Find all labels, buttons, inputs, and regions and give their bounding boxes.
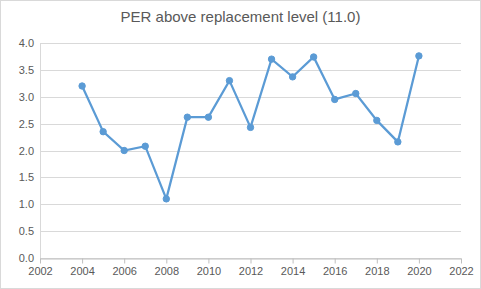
y-axis-line: [40, 44, 41, 259]
x-tick-label: 2008: [155, 265, 179, 277]
x-tick: 2004: [70, 259, 94, 278]
data-point: [374, 117, 380, 123]
x-tick: 2016: [323, 259, 347, 278]
x-tick: 2010: [197, 259, 221, 278]
chart: PER above replacement level (11.0) 0.0 0.5…: [0, 0, 481, 289]
x-tick-label: 2002: [28, 265, 52, 277]
y-tick: 3.0: [19, 91, 40, 103]
data-point: [142, 143, 148, 149]
x-tick-label: 2020: [407, 265, 431, 277]
y-tick-label: 3.0: [19, 91, 34, 103]
x-tick-mark: [461, 259, 462, 264]
x-tick: 2014: [281, 259, 305, 278]
x-tick-mark: [40, 259, 41, 264]
grid-line: [40, 70, 461, 71]
grid-line: [40, 97, 461, 98]
title: PER above replacement level (11.0): [121, 8, 361, 25]
x-tick-label: 2004: [70, 265, 94, 277]
data-point: [100, 128, 106, 134]
data-point: [79, 83, 85, 89]
x-tick: 2006: [112, 259, 136, 278]
data-point: [163, 196, 169, 202]
x-tick-label: 2022: [449, 265, 473, 277]
x-tick-mark: [419, 259, 420, 264]
data-point: [353, 90, 359, 96]
y-tick-label: 1.5: [19, 171, 34, 183]
y-tick: 0.0: [19, 252, 40, 264]
x-tick-mark: [293, 259, 294, 264]
grid-line: [40, 43, 461, 44]
data-point: [184, 114, 190, 120]
grid-line: [40, 204, 461, 205]
chart-border: [1, 1, 481, 289]
y-tick-label: 0.5: [19, 225, 34, 237]
x-tick-mark: [377, 259, 378, 264]
data-point: [332, 96, 338, 102]
plot-area: [79, 53, 422, 202]
data-line: [82, 56, 419, 199]
grid-line: [40, 177, 461, 178]
grid-line: [40, 231, 461, 232]
x-tick-mark: [208, 259, 209, 264]
data-point: [121, 147, 127, 153]
grid: [40, 44, 461, 259]
y-tick: 0.5: [19, 225, 40, 237]
data-point: [310, 54, 316, 60]
x-tick-mark: [251, 259, 252, 264]
y-tick: 1.5: [19, 171, 40, 183]
x-tick-mark: [335, 259, 336, 264]
x-tick-mark: [124, 259, 125, 264]
data-point: [205, 114, 211, 120]
x-tick: 2008: [155, 259, 179, 278]
x-tick: 2020: [407, 259, 431, 278]
data-point: [247, 124, 253, 130]
data-point: [226, 77, 232, 83]
y-tick-label: 3.5: [19, 64, 34, 76]
y-axis: 0.0 0.5 1.0 1.5 2.0 2.5 3.0 3.5 4.0: [19, 37, 41, 264]
y-tick: 2.5: [19, 118, 40, 130]
data-point: [395, 139, 401, 145]
data-point: [289, 74, 295, 80]
x-tick-label: 2018: [365, 265, 389, 277]
x-tick: 2022: [449, 259, 473, 278]
x-tick-label: 2006: [112, 265, 136, 277]
data-point: [268, 56, 274, 62]
x-tick-label: 2016: [323, 265, 347, 277]
y-tick-label: 4.0: [19, 37, 34, 49]
y-tick: 4.0: [19, 37, 40, 49]
grid-line: [40, 151, 461, 152]
y-tick: 2.0: [19, 145, 40, 157]
y-tick: 1.0: [19, 198, 40, 210]
data-point: [416, 53, 422, 59]
x-tick-label: 2012: [239, 265, 263, 277]
x-tick: 2018: [365, 259, 389, 278]
y-tick-label: 2.5: [19, 118, 34, 130]
y-tick-label: 2.0: [19, 145, 34, 157]
x-tick: 2012: [239, 259, 263, 278]
x-tick-mark: [166, 259, 167, 264]
x-tick-label: 2014: [281, 265, 305, 277]
y-tick-label: 0.0: [19, 252, 34, 264]
x-tick-mark: [82, 259, 83, 264]
x-tick-label: 2010: [197, 265, 221, 277]
x-tick: 2002: [28, 259, 52, 278]
x-axis: 2002 2004 2006 2008 2010 2012 2014 2016 2018 2020…: [28, 259, 473, 278]
y-tick-label: 1.0: [19, 198, 34, 210]
y-tick: 3.5: [19, 64, 40, 76]
